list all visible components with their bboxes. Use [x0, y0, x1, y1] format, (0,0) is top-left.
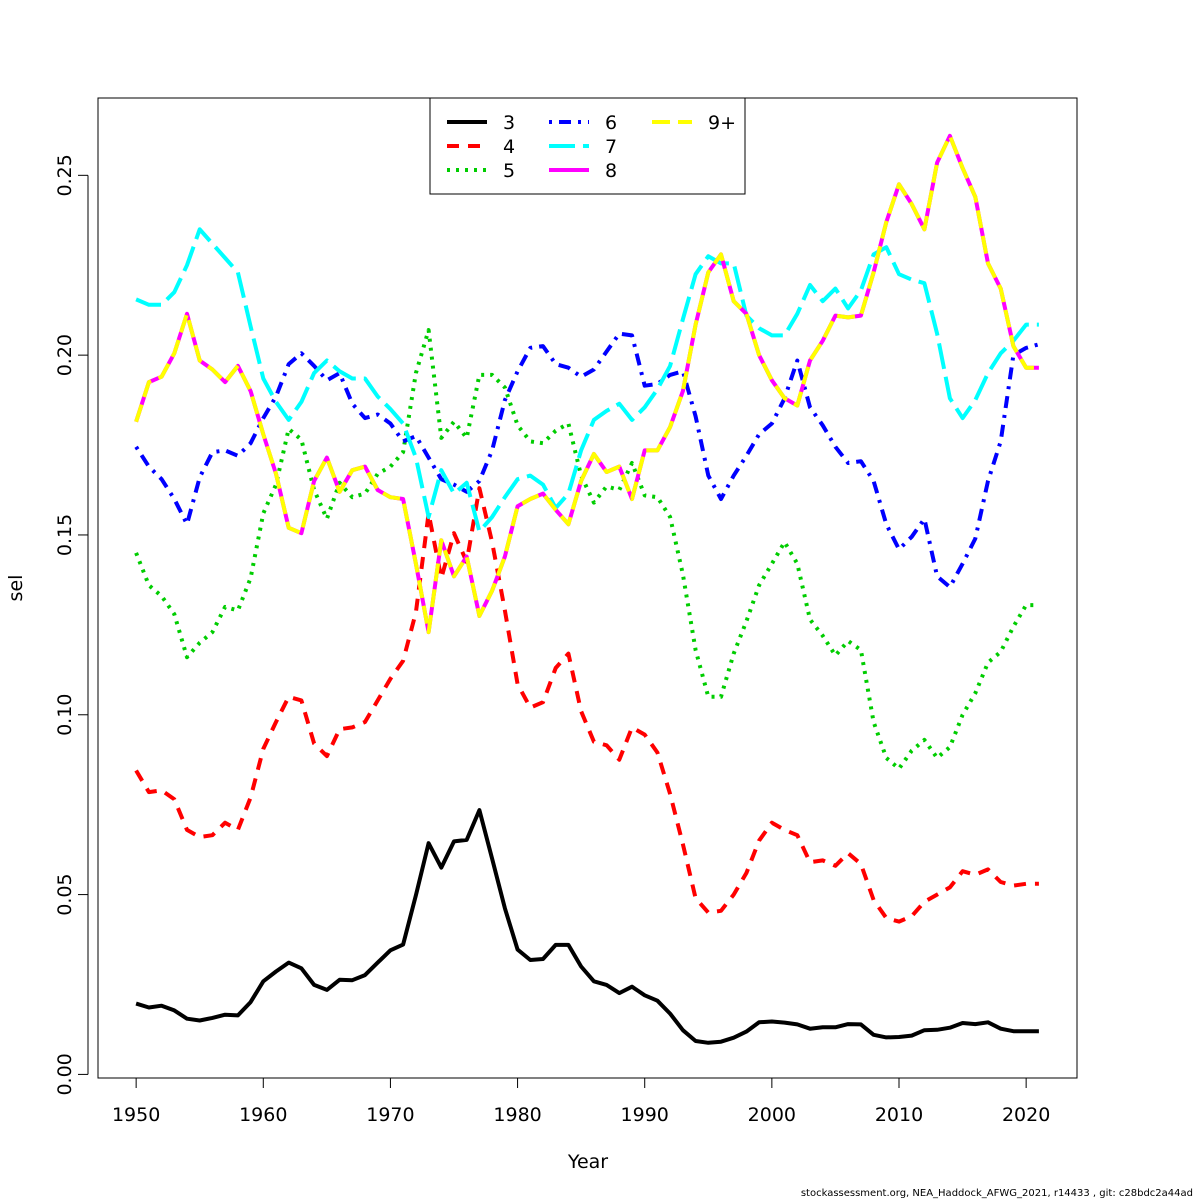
y-tick-label: 0.00 — [54, 1053, 76, 1095]
y-tick-label: 0.05 — [54, 873, 76, 915]
y-tick-label: 0.10 — [54, 694, 76, 736]
series-line-3 — [135, 808, 1039, 1045]
legend-label: 8 — [605, 160, 617, 182]
y-axis: 0.00 0.05 0.10 0.15 0.20 0.25 — [54, 154, 89, 1096]
x-tick-label: 1990 — [621, 1104, 669, 1126]
legend-label: 6 — [605, 112, 617, 134]
series-line-8 — [134, 133, 1039, 635]
y-tick-label: 0.15 — [54, 514, 76, 556]
x-tick-label: 2010 — [875, 1104, 923, 1126]
y-axis-title: sel — [5, 575, 27, 602]
x-tick-label: 2000 — [748, 1104, 796, 1126]
footer-note: stockassessment.org, NEA_Haddock_AFWG_20… — [801, 1188, 1193, 1199]
plot-lines — [134, 133, 1040, 1045]
x-axis: 1950 1960 1970 1980 1990 2000 2010 2020 — [112, 1077, 1050, 1126]
x-axis-title: Year — [567, 1151, 608, 1173]
legend-label: 3 — [503, 112, 515, 134]
x-tick-label: 1970 — [366, 1104, 414, 1126]
series-line-6 — [134, 331, 1040, 590]
legend: 345 678 9+ — [429, 97, 746, 195]
legend-label: 4 — [503, 136, 515, 158]
x-tick-label: 1950 — [112, 1104, 160, 1126]
legend-label: 5 — [503, 160, 515, 182]
series-line-7 — [135, 227, 1039, 534]
plot-frame — [97, 97, 1078, 1079]
legend-label: 7 — [605, 136, 617, 158]
y-tick-label: 0.25 — [54, 154, 76, 196]
x-tick-label: 2020 — [1002, 1104, 1050, 1126]
series-line-4 — [134, 486, 1039, 924]
y-tick-label: 0.20 — [54, 334, 76, 376]
series-line-5 — [134, 328, 1039, 771]
x-tick-label: 1960 — [239, 1104, 287, 1126]
series-line-9plus — [134, 133, 1039, 635]
legend-label: 9+ — [708, 112, 736, 134]
x-tick-label: 1980 — [493, 1104, 541, 1126]
